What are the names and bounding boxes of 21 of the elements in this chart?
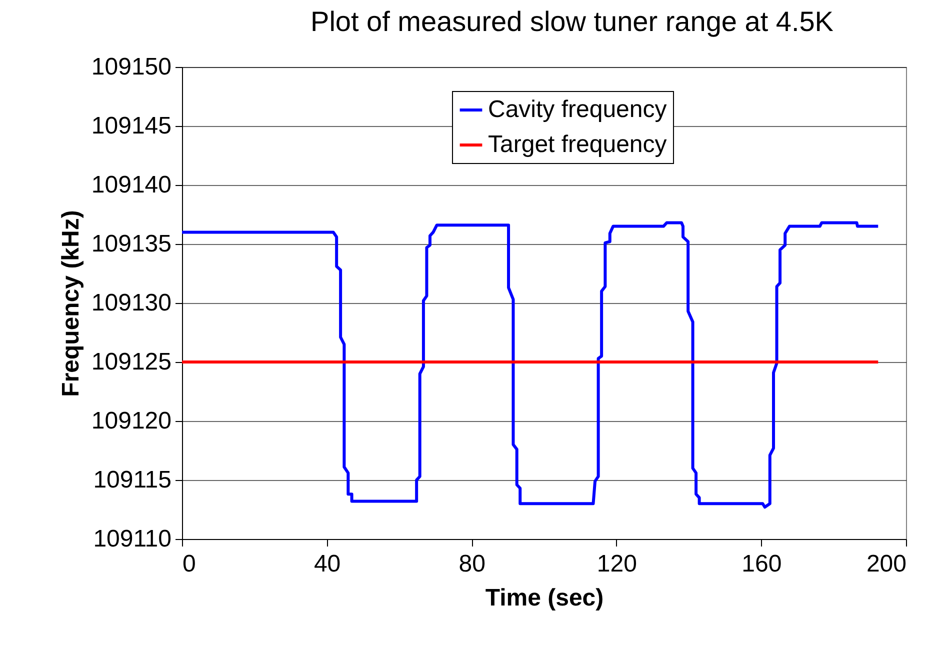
line-series xyxy=(180,221,880,509)
chart-title: Plot of measured slow tuner range at 4.5K xyxy=(310,6,834,37)
y-tick-label: 109130 xyxy=(91,290,172,316)
x-tick-label: 40 xyxy=(314,550,341,578)
y-tick-label: 109150 xyxy=(91,54,172,80)
x-tick-label: 120 xyxy=(596,550,637,578)
x-tick-label: 160 xyxy=(742,550,782,578)
y-tick-label: 109135 xyxy=(91,230,172,258)
y-tick-label: 109140 xyxy=(91,172,172,198)
y-tick-label: 109110 xyxy=(93,526,172,552)
y-tick-label: 109115 xyxy=(93,466,172,494)
x-axis-title: Time (sec) xyxy=(485,584,604,612)
y-tick-label: 109125 xyxy=(91,348,172,376)
y-tick-label: 109145 xyxy=(91,112,172,140)
legend-label: Cavity frequency xyxy=(488,96,667,123)
y-axis-title: Frequency (kHz) xyxy=(57,210,84,397)
x-tick-label: 200 xyxy=(866,550,906,578)
y-tick-label: 109120 xyxy=(91,408,172,434)
x-tick-label: 80 xyxy=(458,550,486,578)
legend-label: Target frequency xyxy=(488,131,667,158)
x-tick-label: 0 xyxy=(182,550,196,578)
